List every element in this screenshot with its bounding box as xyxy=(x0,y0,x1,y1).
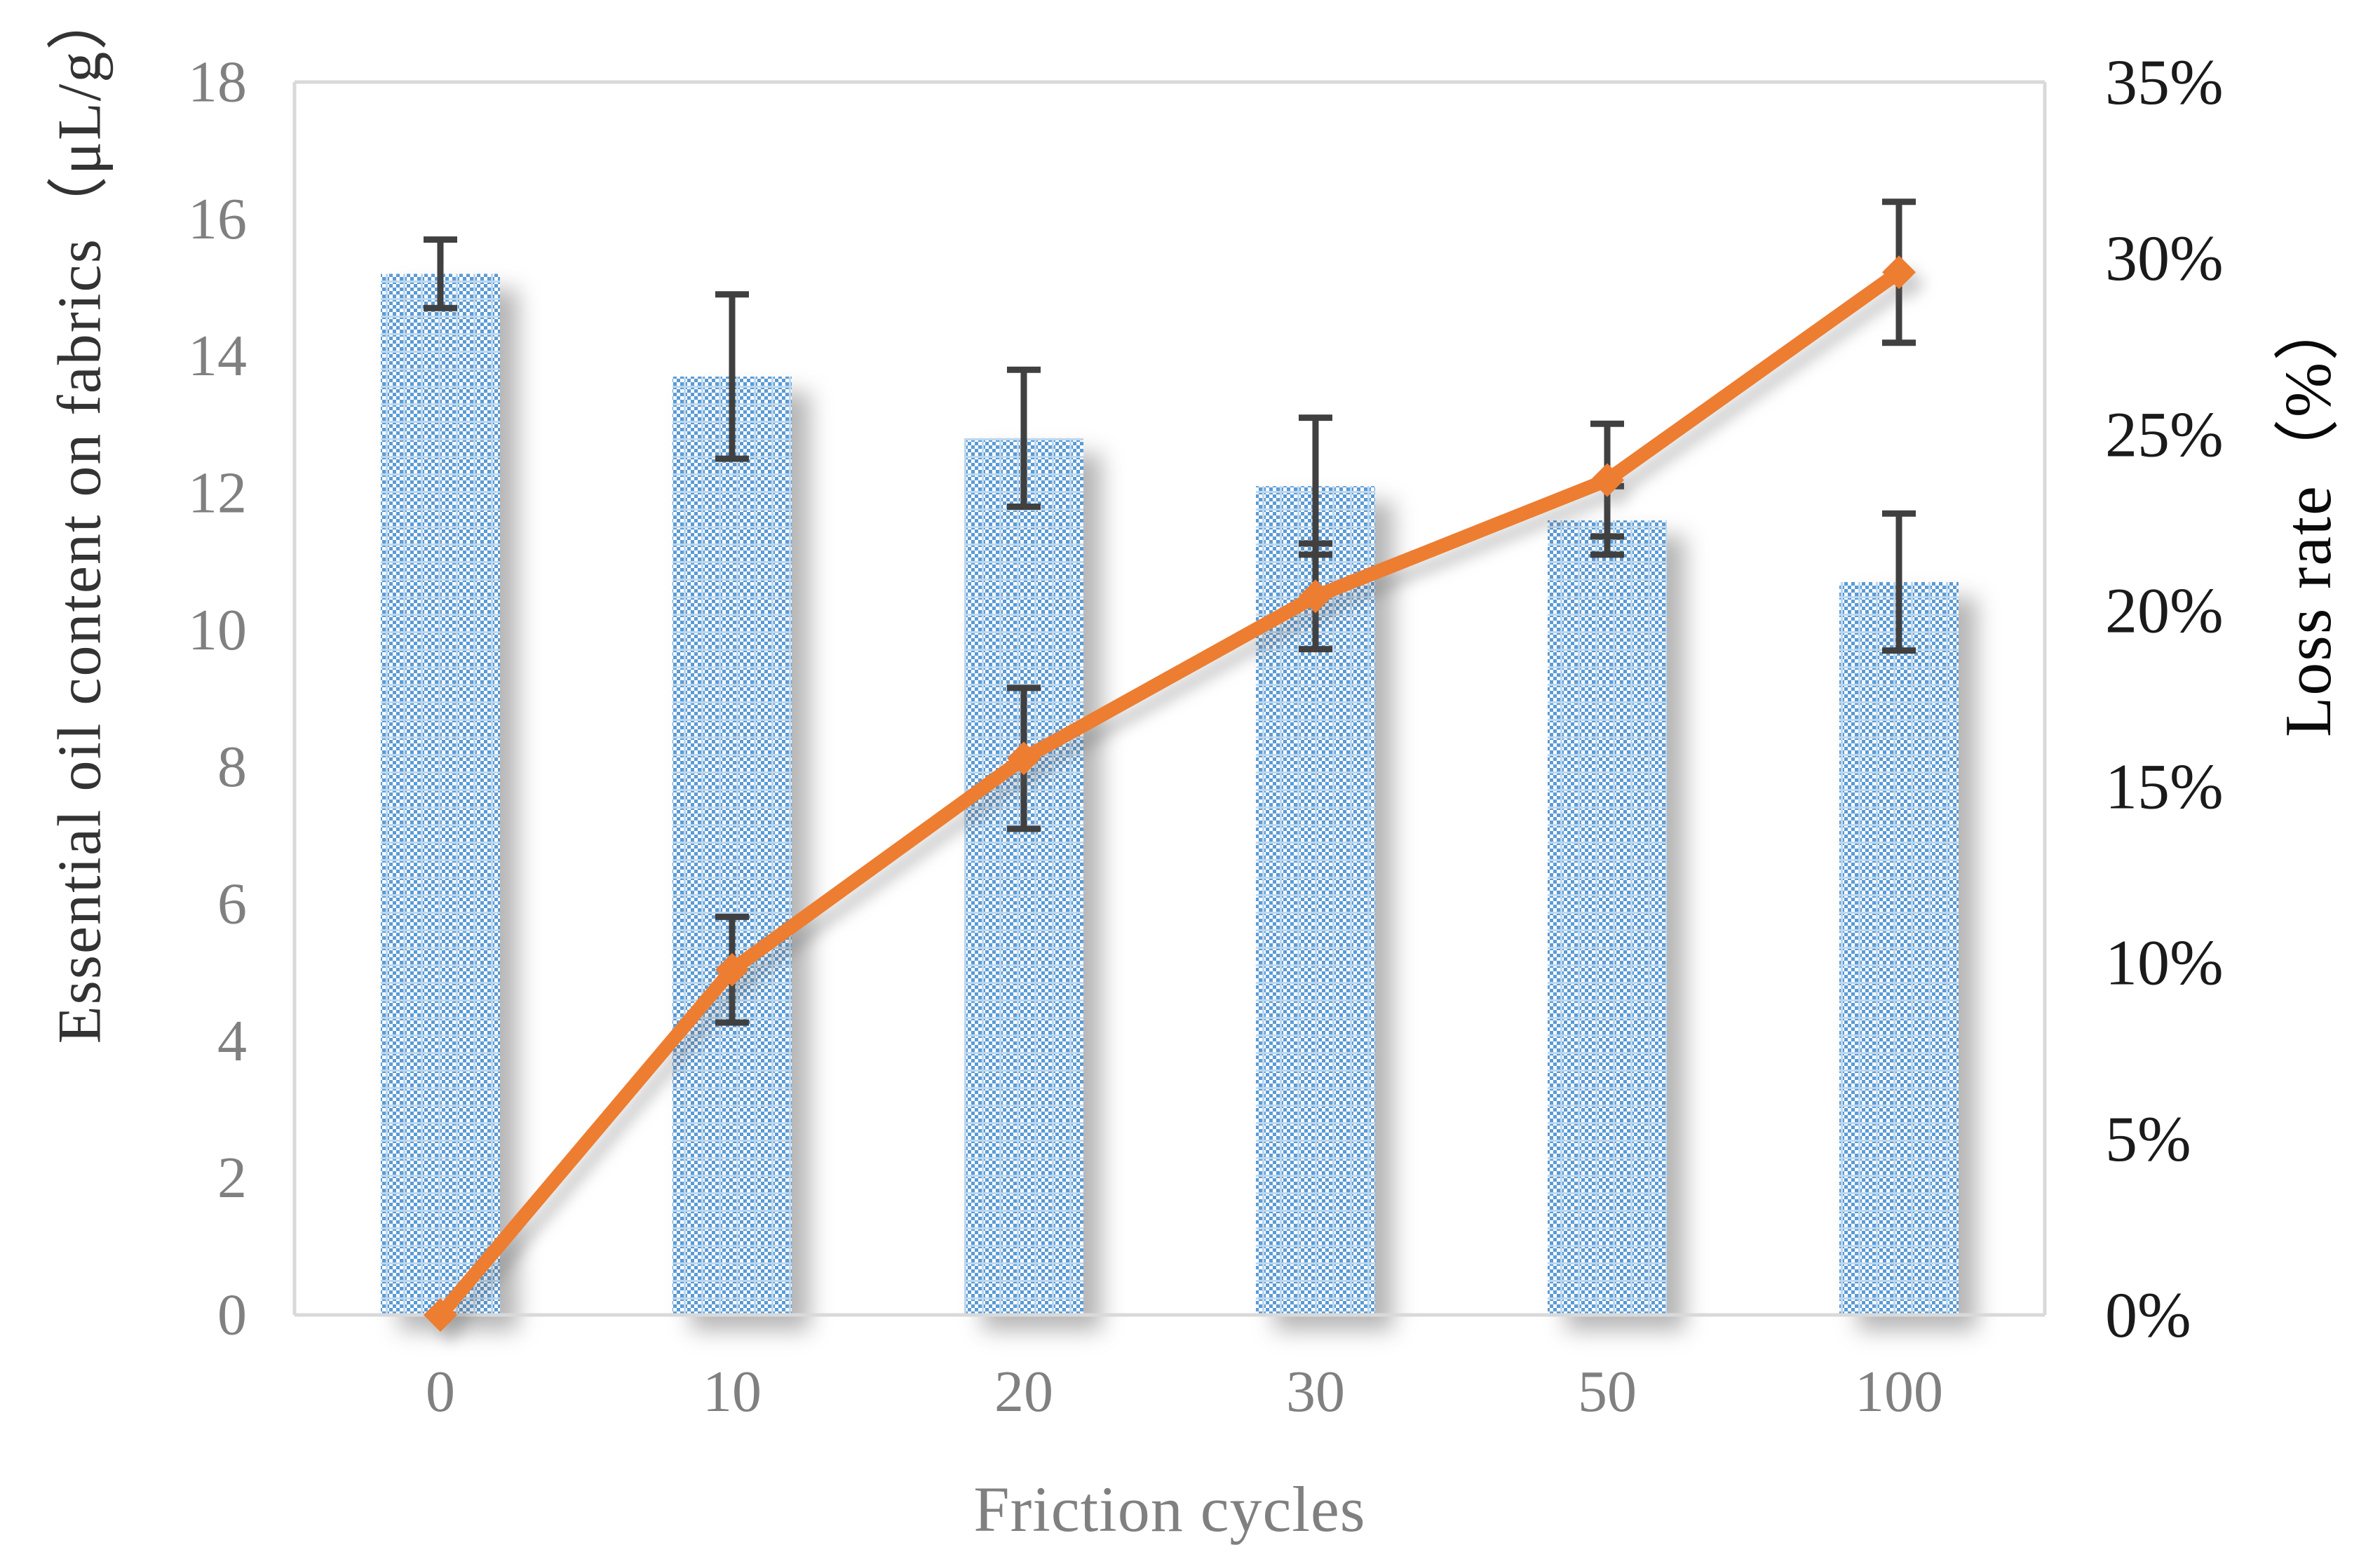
right-tick-25pct: 25% xyxy=(2105,398,2224,470)
loss-rate-marker-100 xyxy=(1881,255,1916,290)
x-tick-50: 50 xyxy=(1578,1359,1637,1424)
right-tick-5pct: 5% xyxy=(2105,1103,2191,1175)
left-tick-4: 4 xyxy=(217,1008,247,1074)
bar-100-cycles xyxy=(1839,581,1959,1315)
axes-lines xyxy=(292,80,2047,1317)
left-tick-2: 2 xyxy=(217,1145,247,1210)
right-tick-0pct: 0% xyxy=(2105,1279,2191,1351)
x-tick-30: 30 xyxy=(1286,1359,1345,1424)
left-tick-6: 6 xyxy=(217,872,247,937)
right-axis-title: Loss rate（%） xyxy=(2272,293,2345,738)
x-tick-0: 0 xyxy=(426,1359,455,1424)
right-tick-20pct: 20% xyxy=(2105,574,2224,646)
left-tick-10: 10 xyxy=(188,598,247,663)
x-axis-title: Friction cycles xyxy=(973,1473,1366,1545)
x-tick-100: 100 xyxy=(1855,1359,1943,1424)
left-tick-12: 12 xyxy=(188,461,247,526)
x-tick-20: 20 xyxy=(994,1359,1053,1424)
left-tick-8: 8 xyxy=(217,734,247,799)
left-axis-title: Essential oil content on fabrics（μL/g） xyxy=(46,0,114,1044)
x-tick-10: 10 xyxy=(703,1359,762,1424)
bar-0-cycles xyxy=(381,274,500,1315)
left-tick-0: 0 xyxy=(217,1283,247,1348)
bar-50-cycles xyxy=(1548,520,1667,1315)
right-tick-35pct: 35% xyxy=(2105,46,2224,118)
left-tick-18: 18 xyxy=(188,50,247,115)
left-tick-14: 14 xyxy=(188,323,247,389)
right-tick-30pct: 30% xyxy=(2105,222,2224,294)
bars-series xyxy=(381,274,1959,1315)
loss-rate-line xyxy=(423,255,1916,1332)
right-tick-10pct: 10% xyxy=(2105,927,2224,999)
bar-10-cycles xyxy=(672,376,792,1315)
bar-20-cycles xyxy=(964,438,1083,1315)
right-tick-15pct: 15% xyxy=(2105,751,2224,823)
loss-rate-marker-50 xyxy=(1590,463,1625,497)
left-tick-16: 16 xyxy=(188,187,247,252)
bar-error-bars xyxy=(424,236,1916,654)
